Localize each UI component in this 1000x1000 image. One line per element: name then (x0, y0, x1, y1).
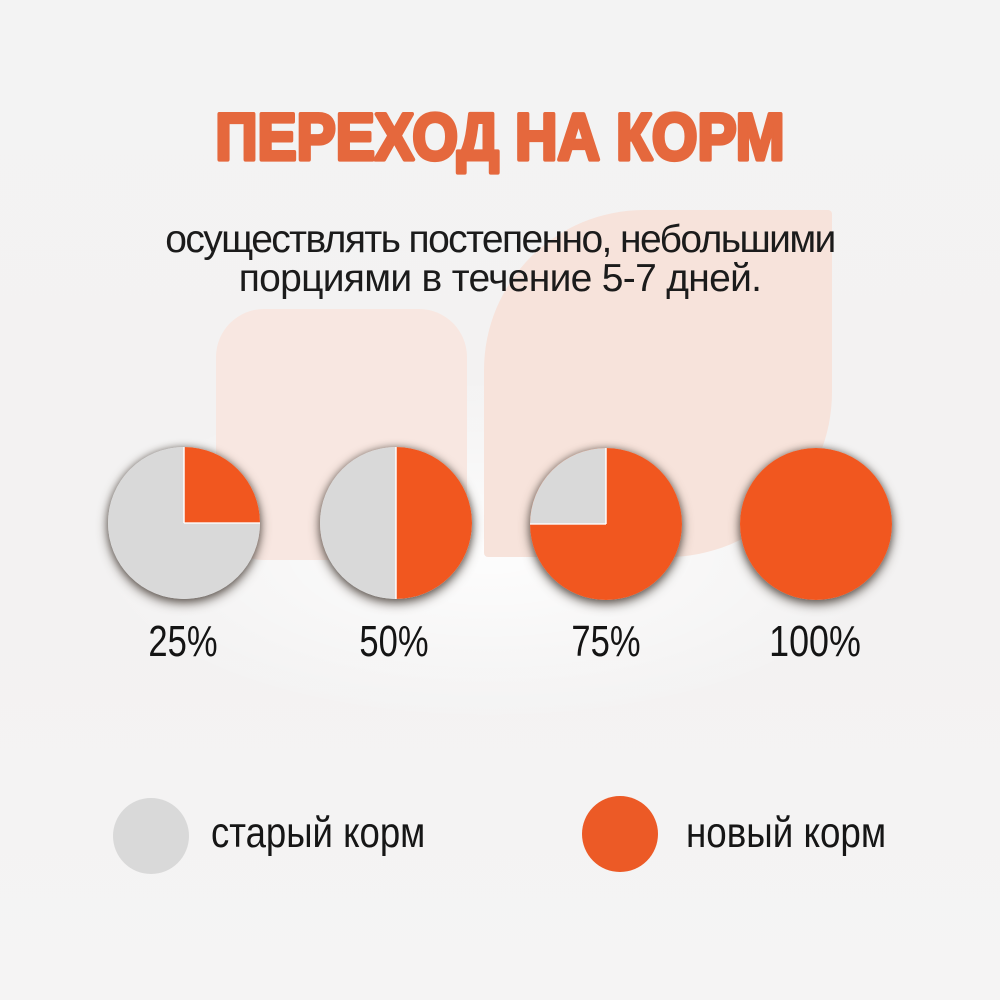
svg-text:ПЕРЕХОД НА КОРМ: ПЕРЕХОД НА КОРМ (215, 101, 784, 174)
